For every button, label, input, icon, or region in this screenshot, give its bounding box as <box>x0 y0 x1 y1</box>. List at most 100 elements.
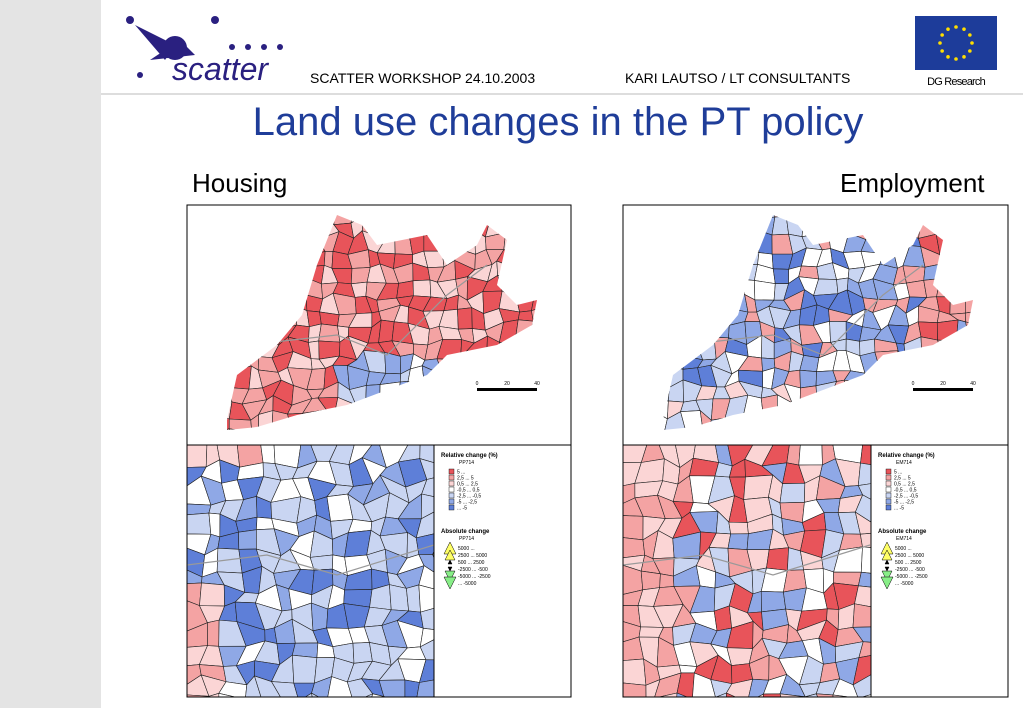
region <box>638 231 655 251</box>
region <box>830 425 850 430</box>
region <box>801 218 818 238</box>
scale-label: 0 <box>912 381 915 387</box>
region <box>852 674 871 697</box>
region <box>436 215 461 238</box>
region <box>678 215 702 217</box>
region <box>708 261 734 282</box>
region <box>813 217 839 236</box>
region <box>227 215 232 241</box>
region <box>481 366 507 386</box>
legend-title: Absolute change <box>441 529 490 535</box>
region <box>529 441 549 460</box>
region <box>203 387 216 401</box>
region <box>906 415 924 430</box>
region <box>542 337 565 351</box>
legend-label: 500 ... 2500 <box>895 560 922 566</box>
region <box>376 215 403 240</box>
region <box>227 386 233 403</box>
region <box>197 222 221 240</box>
region <box>542 300 563 313</box>
region <box>730 247 746 266</box>
region <box>561 238 580 254</box>
region <box>572 320 592 342</box>
region <box>197 205 215 222</box>
legend-label: -0,5 ... 0,5 <box>457 488 480 494</box>
region <box>517 349 535 375</box>
region <box>978 261 999 277</box>
region <box>576 233 592 254</box>
region <box>543 267 565 282</box>
region <box>861 694 871 697</box>
region <box>549 412 562 435</box>
region <box>258 431 281 446</box>
region <box>503 215 522 223</box>
region <box>623 386 643 405</box>
region <box>457 307 473 330</box>
region <box>531 289 537 312</box>
region <box>227 334 230 356</box>
region <box>921 397 944 421</box>
region <box>438 429 455 430</box>
region <box>762 693 782 697</box>
region <box>259 281 277 293</box>
region <box>379 397 398 420</box>
region <box>876 230 896 254</box>
legend-label: 2,5 ... 5 <box>457 476 474 482</box>
region <box>580 205 592 222</box>
region <box>458 368 474 384</box>
region <box>200 336 219 355</box>
scale-label: 0 <box>476 381 479 387</box>
region <box>250 229 263 249</box>
region <box>663 245 671 269</box>
region <box>258 696 262 697</box>
region <box>439 379 459 402</box>
region <box>970 215 973 235</box>
legend-symbol <box>447 566 453 572</box>
region <box>724 294 749 313</box>
road <box>246 264 488 356</box>
event: SCATTER WORKSHOP 24.10.2003 <box>310 70 535 86</box>
region <box>200 309 216 329</box>
region <box>187 395 206 415</box>
region <box>421 477 434 498</box>
region <box>663 261 673 279</box>
region <box>435 608 457 631</box>
region <box>970 233 973 248</box>
region <box>964 275 973 295</box>
region <box>395 428 414 430</box>
region <box>187 246 205 269</box>
legend-label: 500 ... 2500 <box>458 560 485 566</box>
region <box>979 428 1003 445</box>
region <box>346 410 364 430</box>
scale-label: 40 <box>970 381 976 387</box>
region <box>318 215 335 226</box>
region <box>227 246 253 267</box>
region <box>919 368 941 384</box>
road <box>682 264 924 356</box>
region <box>677 232 696 251</box>
region <box>399 215 416 223</box>
star <box>968 33 972 37</box>
region <box>482 433 506 449</box>
legend-label: ... -5000 <box>458 581 477 587</box>
region <box>876 217 896 241</box>
region <box>365 384 381 401</box>
region <box>726 692 737 697</box>
legend-label: 5 ... <box>457 470 465 476</box>
region <box>858 641 871 659</box>
region <box>877 622 893 646</box>
region <box>623 292 641 313</box>
region <box>427 411 444 430</box>
region <box>378 319 395 344</box>
region <box>442 394 461 413</box>
region <box>892 215 913 225</box>
region <box>187 336 200 355</box>
region <box>843 379 864 402</box>
region <box>663 245 684 269</box>
region <box>890 402 908 417</box>
region <box>664 215 680 237</box>
region <box>218 681 248 697</box>
region <box>799 355 820 373</box>
region <box>260 232 278 249</box>
region <box>663 365 670 388</box>
